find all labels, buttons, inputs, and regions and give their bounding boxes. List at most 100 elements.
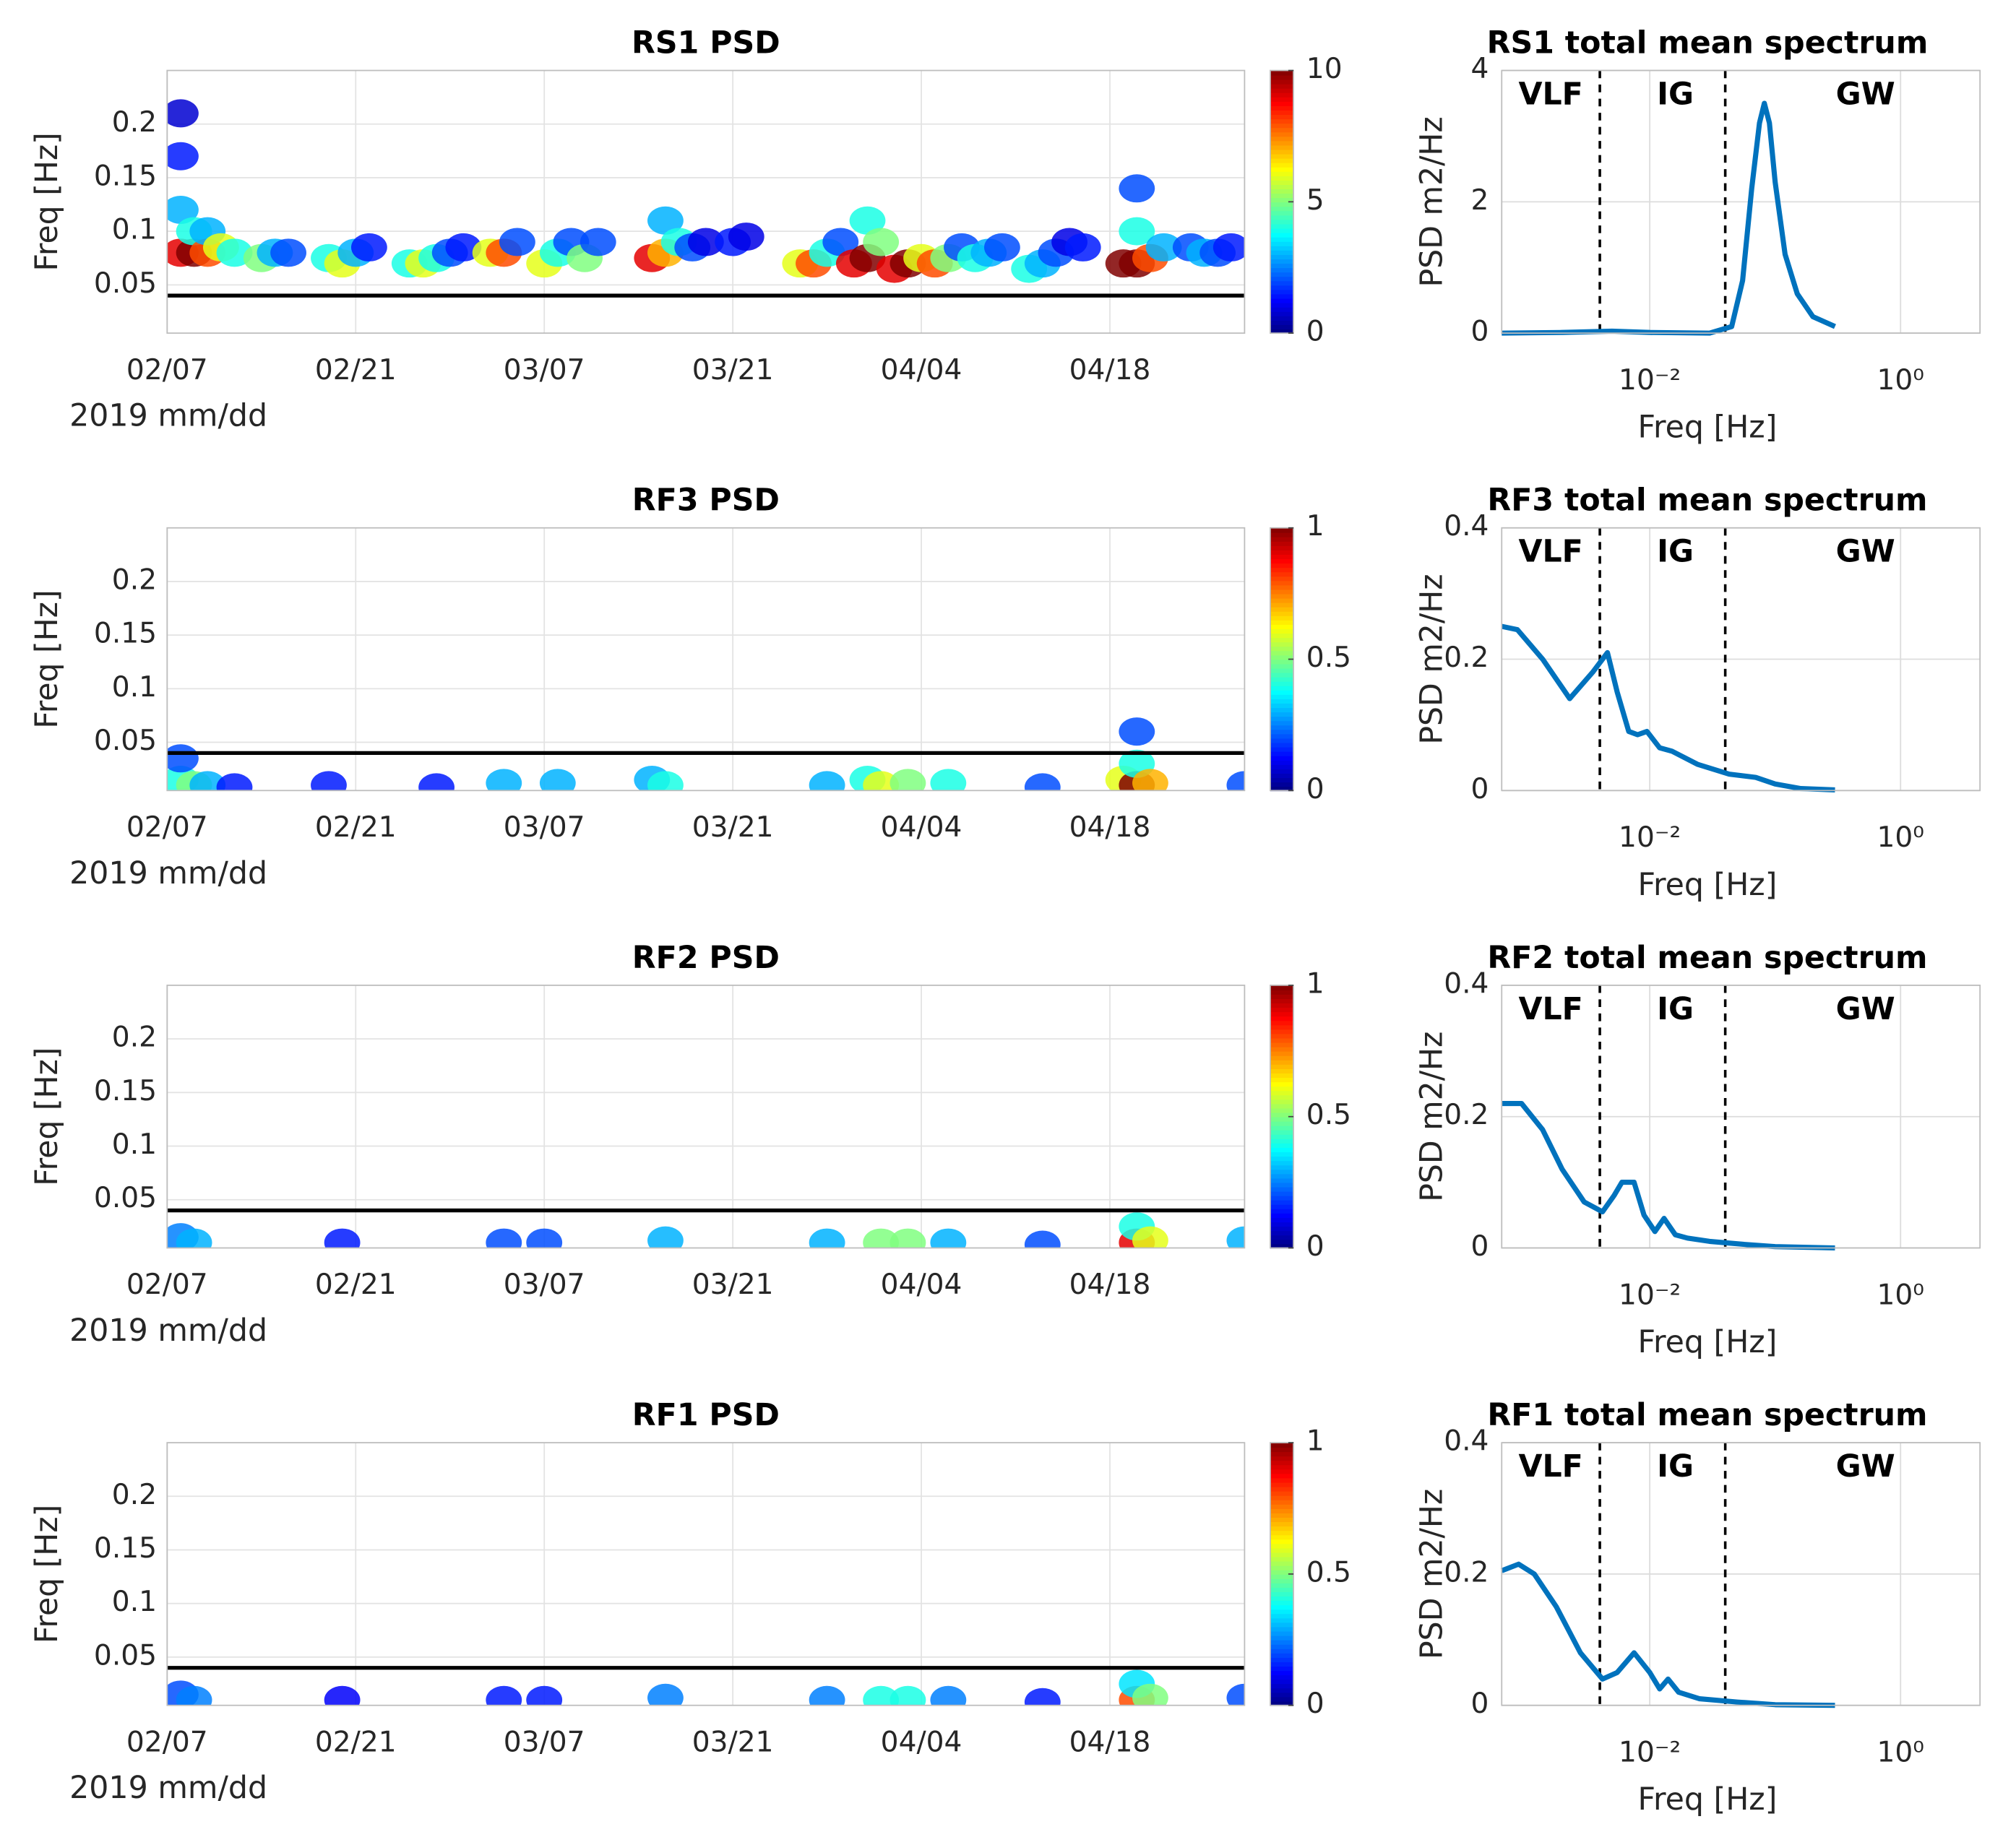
colorbar-segment (1270, 1195, 1294, 1201)
y-tick-label: 0.2 (1444, 641, 1489, 674)
colorbar-segment (1270, 576, 1294, 582)
y-tick-label: 0.2 (1444, 1099, 1489, 1131)
chart-title: RS1 PSD (632, 25, 780, 61)
colorbar-segment (1270, 755, 1294, 761)
colorbar-segment (1270, 615, 1294, 621)
y-tick-label: 0.1 (112, 671, 157, 704)
colorbar-segment (1270, 1243, 1294, 1249)
colorbar-segment (1270, 1596, 1294, 1602)
y-tick-label: 0 (1471, 1688, 1489, 1720)
colorbar-segment (1270, 298, 1294, 303)
x-tick-label: 03/07 (504, 354, 585, 386)
cells (167, 717, 1245, 791)
psd-cell (445, 233, 482, 262)
colorbar-segment (1270, 571, 1294, 577)
colorbar-segment (1270, 83, 1294, 89)
colorbar-segment (1270, 1683, 1294, 1689)
plot-area (167, 70, 1245, 334)
psd-cell (526, 1685, 563, 1706)
psd-cell (1024, 1230, 1061, 1248)
chart-title: RF3 PSD (632, 483, 780, 519)
psd-cell (270, 238, 306, 267)
axes-frame (1501, 1442, 1981, 1706)
colorbar-segment (1270, 245, 1294, 251)
band-label: VLF (1518, 534, 1582, 570)
colorbar-segment (1270, 1129, 1294, 1135)
psd-cell (889, 1685, 926, 1706)
y-tick-label: 0 (1471, 316, 1489, 348)
colorbar-segment (1270, 100, 1294, 106)
colorbar-segment (1270, 1160, 1294, 1166)
plot-area (167, 527, 1245, 791)
colorbar-segment (1270, 1046, 1294, 1052)
psd-cell (167, 142, 199, 170)
colorbar-segment (1270, 589, 1294, 595)
y-tick-label: 0.1 (112, 214, 157, 246)
colorbar-segment (1270, 280, 1294, 286)
colorbar-segment (1270, 219, 1294, 225)
colorbar-segment (1270, 1675, 1294, 1680)
y-tick-label: 0.15 (94, 1532, 157, 1565)
colorbar-segment (1270, 733, 1294, 739)
band-label: GW (1836, 77, 1895, 113)
band-label: VLF (1518, 1448, 1582, 1485)
psd-cell (849, 206, 886, 235)
x-tick-label: 02/21 (315, 1726, 397, 1758)
x-tick-label: 04/04 (881, 1269, 962, 1301)
colorbar-segment (1270, 1701, 1294, 1706)
y-tick-label: 0.2 (112, 1479, 157, 1511)
colorbar-segment (1270, 1692, 1294, 1698)
colorbar-segment (1270, 267, 1294, 273)
colorbar-segment (1270, 1186, 1294, 1192)
colorbar-segment (1270, 1217, 1294, 1223)
colorbar-segment (1270, 1643, 1294, 1649)
colorbar-tick-label: 0 (1306, 1230, 1324, 1263)
colorbar-segment (1270, 1473, 1294, 1479)
colorbar-tick-label: 5 (1306, 184, 1324, 217)
chart-title: RS1 total mean spectrum (1487, 25, 1929, 61)
colorbar-segment (1270, 1539, 1294, 1544)
colorbar-segment (1270, 610, 1294, 616)
y-tick-label: 2 (1471, 184, 1489, 217)
colorbar-segment (1270, 672, 1294, 678)
colorbar-segment (1270, 641, 1294, 647)
colorbar-segment (1270, 1016, 1294, 1021)
psd-cell (889, 1228, 926, 1248)
colorbar-segment (1270, 140, 1294, 146)
y-axis-label: Freq [Hz] (29, 589, 65, 728)
band-label: IG (1657, 991, 1694, 1027)
plot-area (167, 1443, 1245, 1706)
colorbar-segment (1270, 293, 1294, 299)
colorbar-tick-label: 10 (1306, 53, 1343, 85)
x-tick-label: 03/21 (692, 354, 774, 386)
colorbar-segment (1270, 1020, 1294, 1026)
psd-cell (822, 228, 859, 256)
colorbar-segment (1270, 92, 1294, 98)
psd-cell (350, 233, 387, 262)
x-tick-label: 03/07 (504, 811, 585, 844)
plot-area (167, 985, 1245, 1248)
band-label: GW (1836, 991, 1895, 1027)
y-tick-label: 0.2 (112, 106, 157, 139)
psd-cell (189, 771, 226, 791)
colorbar-segment (1270, 540, 1294, 546)
colorbar-segment (1270, 998, 1294, 1004)
colorbar-segment (1270, 593, 1294, 599)
colorbar-segment (1270, 1099, 1294, 1105)
axes-frame (166, 69, 1246, 334)
colorbar-segment (1270, 1199, 1294, 1205)
chart-title: RF3 total mean spectrum (1487, 483, 1927, 519)
colorbar-segment (1270, 202, 1294, 207)
psd-cell (311, 771, 347, 791)
axes-frame (166, 985, 1246, 1249)
cells (167, 1212, 1245, 1248)
x-tick-label: 04/04 (881, 811, 962, 844)
colorbar-segment (1270, 311, 1294, 316)
y-axis-label: PSD m2/Hz (1413, 574, 1449, 744)
colorbar-segment (1270, 215, 1294, 220)
psd-cell (1119, 174, 1155, 203)
colorbar-segment (1270, 1143, 1294, 1149)
colorbar-segment (1270, 110, 1294, 116)
y-tick-label: 0.05 (94, 267, 157, 300)
psd-cell (728, 222, 764, 251)
